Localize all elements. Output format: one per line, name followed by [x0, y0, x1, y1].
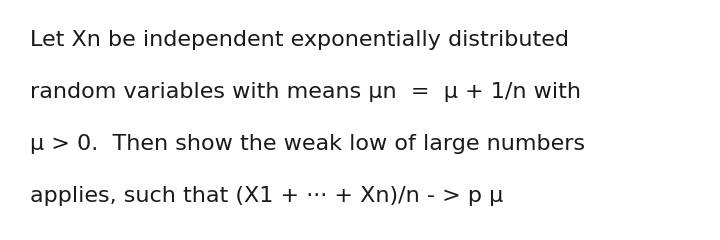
Text: random variables with means μn  =  μ + 1/n with: random variables with means μn = μ + 1/n…	[30, 82, 581, 102]
Text: Let Xn be independent exponentially distributed: Let Xn be independent exponentially dist…	[30, 30, 569, 50]
Text: applies, such that (X1 + ··· + Xn)/n - > p μ: applies, such that (X1 + ··· + Xn)/n - >…	[30, 186, 503, 206]
Text: μ > 0.  Then show the weak low of large numbers: μ > 0. Then show the weak low of large n…	[30, 134, 585, 154]
